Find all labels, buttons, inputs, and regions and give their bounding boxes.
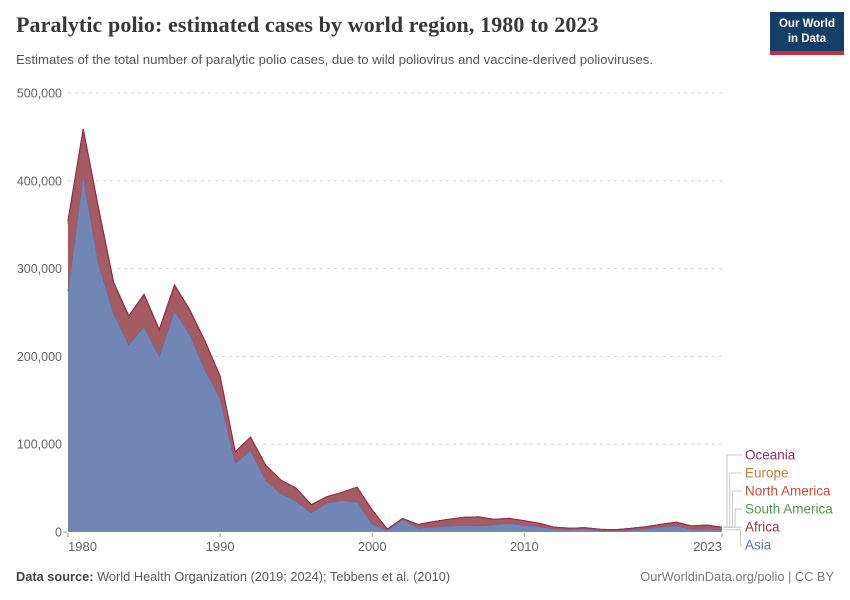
boundary-line-oceania <box>67 128 723 531</box>
credit-link[interactable]: OurWorldinData.org/polio | CC BY <box>640 569 834 584</box>
legend-connector <box>723 529 742 546</box>
y-axis-tick-label: 200,000 <box>17 350 62 364</box>
chart-subtitle: Estimates of the total number of paralyt… <box>16 52 653 67</box>
data-source-text: World Health Organization (2019; 2024); … <box>93 569 451 584</box>
legend-item-south-america[interactable]: South America <box>745 502 833 517</box>
owid-logo[interactable]: Our World in Data <box>769 12 844 55</box>
x-axis-tick-label: 1980 <box>68 539 97 554</box>
y-axis-tick-label: 0 <box>55 526 62 540</box>
y-axis-tick-label: 100,000 <box>17 438 62 452</box>
area-africa[interactable] <box>68 131 722 531</box>
legend-item-oceania[interactable]: Oceania <box>745 448 796 463</box>
y-axis-tick-label: 400,000 <box>17 174 62 188</box>
y-axis-tick-label: 500,000 <box>17 87 62 101</box>
y-axis-tick-label: 300,000 <box>17 262 62 276</box>
legend-item-europe[interactable]: Europe <box>745 466 789 481</box>
x-axis-tick-label: 2000 <box>358 539 387 554</box>
data-source-note: Data source: World Health Organization (… <box>16 569 450 584</box>
legend-item-north-america[interactable]: North America <box>745 484 831 499</box>
legend-item-asia[interactable]: Asia <box>745 538 772 553</box>
owid-logo-line1: Our World <box>778 18 835 30</box>
owid-logo-line2: in Data <box>787 32 827 45</box>
area-asia[interactable] <box>68 175 722 533</box>
data-source-label: Data source: <box>16 569 94 584</box>
x-axis-tick-label: 2023 <box>693 539 722 554</box>
legend-item-africa[interactable]: Africa <box>745 520 780 535</box>
x-axis-tick-label: 1990 <box>206 539 235 554</box>
x-axis-tick-label: 2010 <box>510 539 539 554</box>
chart-title: Paralytic polio: estimated cases by worl… <box>16 12 599 37</box>
